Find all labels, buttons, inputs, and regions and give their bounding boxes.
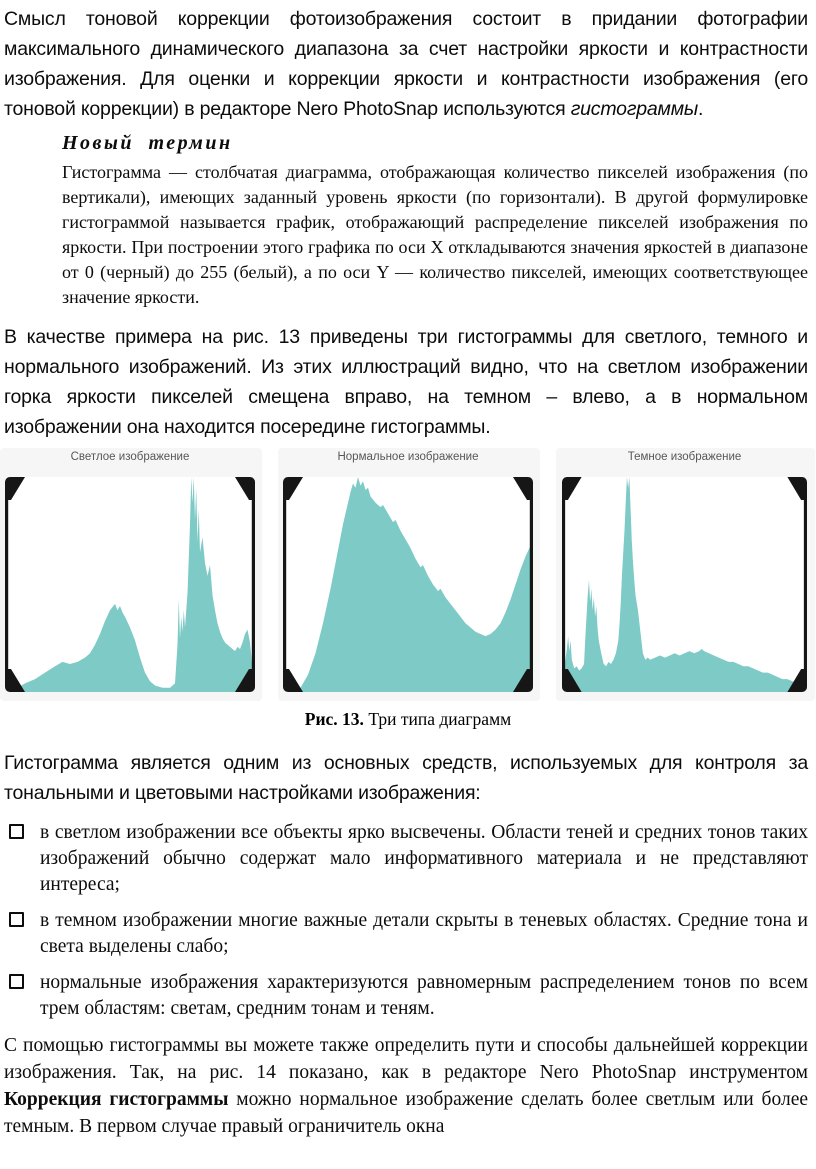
- intro-period: .: [698, 98, 704, 120]
- square-bullet-icon: [9, 824, 24, 839]
- tool-name-bold: Коррекция гистограммы: [4, 1089, 229, 1110]
- list-item-normal-image: нормальные изображения характеризуются р…: [4, 970, 808, 1022]
- histogram-usage-paragraph: Гистограмма является одним из основных с…: [4, 752, 808, 804]
- histogram-panel-normal: [283, 477, 533, 692]
- histogram-area-chart-dark: [562, 477, 807, 692]
- square-bullet-icon: [9, 912, 24, 927]
- limiter-marks-icon: [562, 477, 807, 692]
- intro-term-italic: гистограммы: [570, 98, 699, 120]
- list-item-text: нормальные изображения характеризуются р…: [40, 972, 808, 1019]
- histogram-cell-light: Светлое изображение: [0, 448, 262, 701]
- histogram-panel-dark: [562, 477, 807, 692]
- histogram-cell-dark: Темное изображение: [556, 448, 815, 701]
- histogram-area: [5, 477, 255, 692]
- figure-caption: Рис. 13. Три типа диаграмм: [0, 709, 816, 730]
- intro-text: Смысл тоновой коррекции фотоизображения …: [4, 8, 808, 120]
- page: Смысл тоновой коррекции фотоизображения …: [0, 4, 816, 1140]
- figure-13: Светлое изображение Нормальное изображен…: [0, 448, 816, 730]
- figure-caption-text: Три типа диаграмм: [363, 709, 512, 729]
- histogram-area-chart-normal: [283, 477, 533, 692]
- histogram-panel-light: [5, 477, 255, 692]
- figure-caption-label: Рис. 13.: [304, 709, 364, 729]
- new-term-definition: Гистограмма — столбчатая диаграмма, отоб…: [62, 162, 808, 307]
- closing-text-lead: С помощью гистограммы вы можете также оп…: [4, 1035, 808, 1083]
- list-item-dark-image: в темном изображении многие важные детал…: [4, 908, 808, 960]
- histogram-title-light: Светлое изображение: [70, 451, 190, 463]
- histogram-cell-normal: Нормальное изображение: [278, 448, 540, 701]
- closing-text-tail: можно нормальное изображение сделать бол…: [4, 1089, 809, 1137]
- intro-paragraph: Смысл тоновой коррекции фотоизображения …: [4, 4, 808, 124]
- closing-paragraph: С помощью гистограммы вы можете также оп…: [4, 1032, 808, 1140]
- histogram-title-normal: Нормальное изображение: [337, 451, 479, 463]
- limiter-marks-icon: [5, 477, 255, 692]
- new-term-heading: Новый термин: [62, 132, 233, 154]
- histogram-area: [283, 477, 533, 692]
- limiter-marks-icon: [283, 477, 533, 692]
- histogram-area-chart-light: [5, 477, 255, 692]
- list-item-text: в темном изображении многие важные детал…: [40, 910, 808, 957]
- histogram-title-dark: Темное изображение: [627, 451, 742, 463]
- list-item-light-image: в светлом изображении все объекты ярко в…: [4, 820, 808, 898]
- histogram-area: [562, 477, 807, 692]
- list-item-text: в светлом изображении все объекты ярко в…: [40, 822, 808, 895]
- histogram-row: Светлое изображение Нормальное изображен…: [0, 448, 816, 701]
- new-term-note: Новый термин Гистограмма — столбчатая ди…: [62, 132, 808, 310]
- image-types-list: в светлом изображении все объекты ярко в…: [4, 820, 808, 1022]
- square-bullet-icon: [9, 974, 24, 989]
- example-paragraph: В качестве примера на рис. 13 приведены …: [4, 326, 808, 438]
